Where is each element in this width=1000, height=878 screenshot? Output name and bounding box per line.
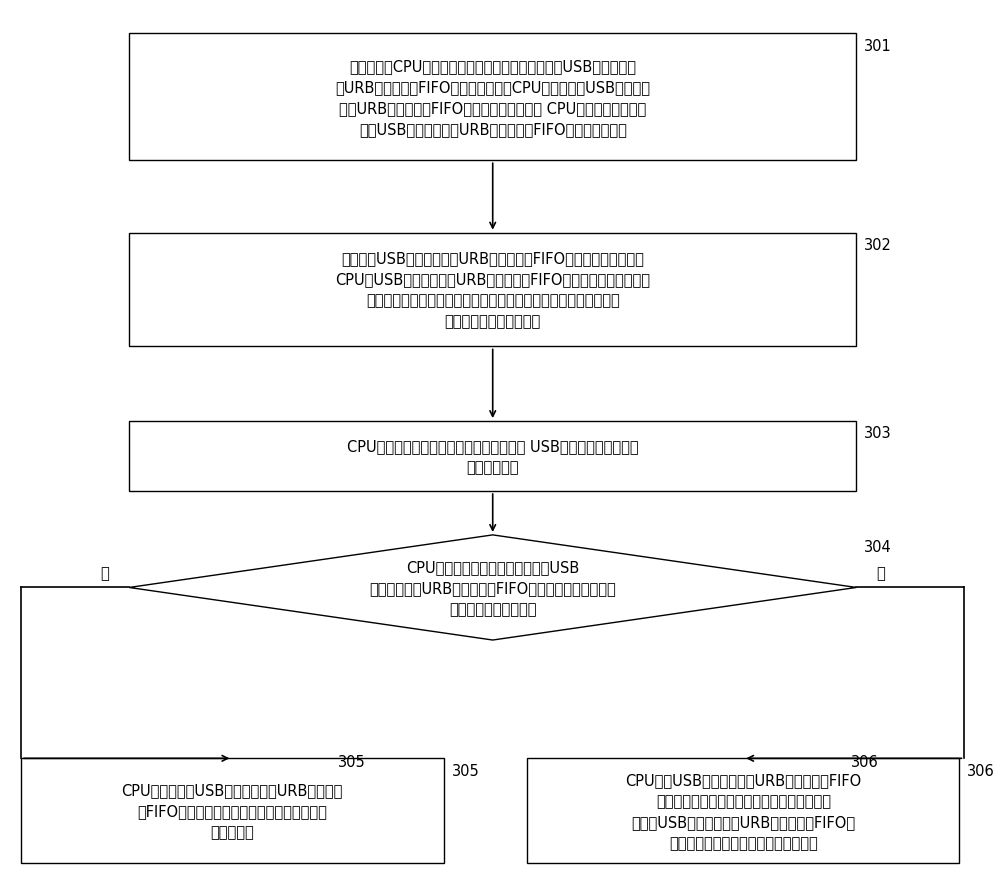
Text: 304: 304 xyxy=(864,540,892,555)
Text: CPU根据该端点查询请求，判断该USB
传输端点下的URB对应的硬件FIFO存储器是否挂接在主机
设备的硬件收发单元上: CPU根据该端点查询请求，判断该USB 传输端点下的URB对应的硬件FIFO存储… xyxy=(369,559,616,616)
Text: CPU直接通过该USB传输端点下的URB对应的硬
件FIFO存储器发送第二数据到主机设备的硬件
收发单元上: CPU直接通过该USB传输端点下的URB对应的硬 件FIFO存储器发送第二数据到… xyxy=(122,782,343,839)
FancyBboxPatch shape xyxy=(527,759,959,863)
Text: CPU接收应用层处理模块发送的请求从上述 USB传输端点发送数据的
端点查询请求: CPU接收应用层处理模块发送的请求从上述 USB传输端点发送数据的 端点查询请求 xyxy=(347,438,639,474)
FancyBboxPatch shape xyxy=(129,234,856,347)
Text: CPU将该USB传输端点下的URB对应的硬件FIFO
存储器挂接到主机设备的硬件收发单元上，并
通过该USB传输端点下的URB对应的硬件FIFO存
储器发送第二: CPU将该USB传输端点下的URB对应的硬件FIFO 存储器挂接到主机设备的硬件… xyxy=(625,772,861,850)
Text: 302: 302 xyxy=(864,238,892,253)
Text: 否: 否 xyxy=(876,565,885,580)
FancyBboxPatch shape xyxy=(21,759,444,863)
Text: 306: 306 xyxy=(851,754,879,769)
Text: 303: 303 xyxy=(864,426,892,441)
Text: 305: 305 xyxy=(338,754,366,769)
Text: 当查询到USB传输端点下的URB对应的硬件FIFO存储器中有数据时，
CPU将USB传输端点下的URB对应的硬件FIFO存储器中的至少一个第
一数据一次性传输给: 当查询到USB传输端点下的URB对应的硬件FIFO存储器中有数据时， CPU将U… xyxy=(335,251,650,329)
Text: 305: 305 xyxy=(451,763,479,778)
FancyBboxPatch shape xyxy=(129,421,856,492)
FancyBboxPatch shape xyxy=(129,34,856,162)
Polygon shape xyxy=(129,536,856,640)
Text: 主机设备的CPU根据预设的查询周期，周期性的查询USB传输端点下
的URB对应的硬件FIFO存储器，其中，CPU周期性查询USB传输端点
下的URB对应的硬件F: 主机设备的CPU根据预设的查询周期，周期性的查询USB传输端点下 的URB对应的… xyxy=(335,59,650,137)
Text: 是: 是 xyxy=(100,565,109,580)
Text: 306: 306 xyxy=(967,763,995,778)
Text: 301: 301 xyxy=(864,39,892,54)
